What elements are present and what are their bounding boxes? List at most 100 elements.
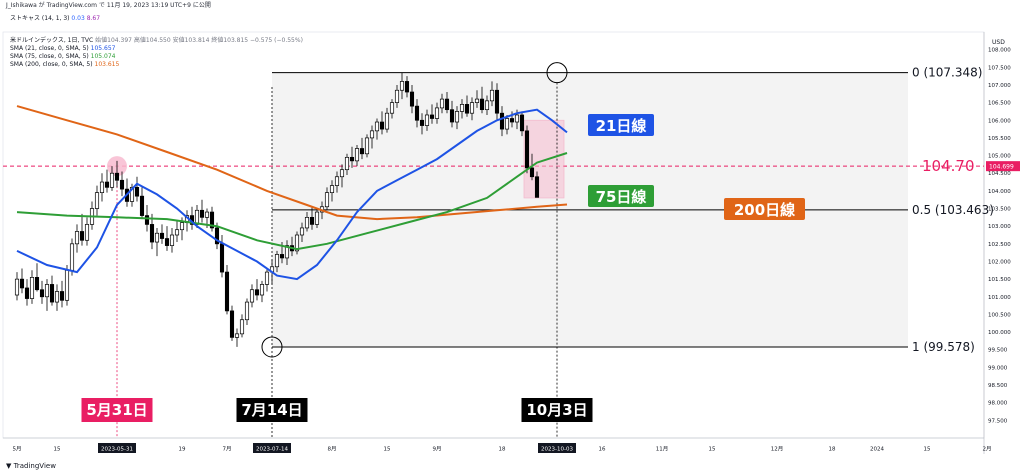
x-tick-label: 2023-10-03 — [541, 447, 573, 453]
resistance-label: 104.70 — [922, 157, 975, 175]
candle-body — [449, 109, 455, 123]
stochastic-d: 8.67 — [86, 15, 101, 22]
candle-body — [274, 254, 280, 268]
candle-body — [469, 102, 475, 114]
publish-caption: J_Ishikawa が TradingView.com で 11月 19, 2… — [6, 2, 211, 9]
candle-body — [409, 91, 415, 107]
pivot-marker — [546, 62, 568, 84]
candle-body — [444, 98, 450, 111]
candle-body — [499, 112, 505, 130]
candle-body — [154, 232, 160, 243]
sma21-legend-value: 105.657 — [90, 45, 116, 52]
x-tick-label: 11月 — [656, 446, 669, 453]
candle-body — [364, 137, 370, 155]
x-tick-label: 15 — [384, 447, 391, 453]
sma75-tag-label: 75日線 — [596, 188, 647, 206]
y-tick-label: 105.500 — [988, 136, 1011, 142]
candle-body — [454, 111, 460, 123]
candle-body — [279, 254, 285, 259]
currency-label: USD — [992, 39, 1005, 46]
y-tick-label: 102.500 — [988, 242, 1011, 248]
y-tick-label: 107.000 — [988, 83, 1011, 89]
y-tick-label: 100.500 — [988, 312, 1011, 318]
candle-body — [509, 118, 515, 123]
candle-body — [179, 222, 185, 231]
sma75-legend[interactable]: SMA (75, close, 0, SMA, 5) 105.074 — [10, 53, 303, 61]
y-tick-label: 99.500 — [988, 348, 1008, 354]
candle-body — [384, 112, 390, 130]
x-tick-label: 7月 — [223, 446, 232, 453]
candle-body — [264, 271, 270, 285]
candle-body — [284, 245, 290, 259]
candle-body — [329, 185, 335, 193]
candle-body — [79, 231, 85, 241]
sma75-legend-label: SMA (75, close, 0, SMA, 5) — [10, 53, 89, 60]
candle-body — [144, 215, 150, 225]
sma200-legend[interactable]: SMA (200, close, 0, SMA, 5) 103.615 — [10, 61, 303, 69]
sma21-legend-label: SMA (21, close, 0, SMA, 5) — [10, 45, 89, 52]
symbol-name[interactable]: 米ドルインデックス, 1日, TVC — [10, 37, 94, 44]
y-tick-label: 104.500 — [988, 171, 1011, 177]
y-tick-label: 106.000 — [988, 118, 1011, 124]
candle-body — [164, 238, 170, 246]
symbol-row: 米ドルインデックス, 1日, TVC 始値104.397 高値104.550 安… — [10, 37, 303, 45]
x-tick-highlight — [98, 443, 136, 453]
candle-body — [474, 98, 480, 103]
y-tick-label: 106.500 — [988, 101, 1011, 107]
sma21-tag-label: 21日線 — [596, 117, 647, 135]
candle-body — [59, 291, 65, 301]
candle-body — [314, 211, 320, 225]
sma200-line — [16, 105, 568, 221]
candle-body — [224, 271, 230, 312]
candle-body — [239, 319, 245, 335]
candle-body — [109, 172, 115, 188]
x-tick-label: 15 — [54, 447, 61, 453]
candle-body — [19, 278, 25, 289]
candle-body — [34, 277, 40, 291]
candle-body — [529, 167, 535, 178]
candle-body — [149, 224, 155, 243]
y-tick-label: 102.000 — [988, 259, 1011, 265]
tradingview-logo[interactable]: ▼ TradingView — [6, 462, 56, 470]
y-tick-label: 105.000 — [988, 154, 1011, 160]
pivot-date-label: 7月14日 — [241, 401, 302, 419]
candle-body — [399, 81, 405, 91]
candle-body — [504, 118, 510, 130]
candle-body — [129, 186, 135, 202]
candle-body — [374, 121, 380, 132]
x-tick-label: 15 — [924, 447, 931, 453]
candle-body — [369, 130, 375, 139]
sma200-tag — [724, 198, 805, 220]
pivot-date-box — [521, 398, 593, 422]
candle-body — [434, 107, 440, 119]
fib-level-label: 0.5 (103.463) — [912, 203, 994, 217]
candle-body — [29, 277, 35, 299]
y-tick-label: 97.500 — [988, 418, 1008, 424]
ohlc-values: 始値104.397 高値104.550 安値103.814 終値103.815 … — [95, 37, 303, 44]
candle-body — [134, 186, 140, 197]
candle-body — [174, 229, 180, 236]
x-tick-label: 19 — [179, 447, 186, 453]
pivot-date-label: 5月31日 — [86, 401, 147, 419]
chart-legend: 米ドルインデックス, 1日, TVC 始値104.397 高値104.550 安… — [10, 37, 303, 69]
candle-body — [414, 105, 420, 121]
candle-body — [94, 192, 100, 209]
candle-body — [479, 98, 485, 111]
x-tick-label: 18 — [499, 447, 506, 453]
candle-body — [519, 114, 525, 132]
candle-body — [534, 176, 540, 198]
x-tick-highlight — [538, 443, 576, 453]
sma200-legend-value: 103.615 — [94, 61, 120, 68]
candle-body — [54, 291, 60, 303]
candle-body — [229, 310, 235, 338]
x-tick-label: 2024 — [870, 447, 884, 453]
stochastic-name: ストキャス (14, 1, 3) — [10, 15, 70, 22]
x-tick-label: 2023-05-31 — [101, 447, 133, 453]
candle-body — [464, 104, 470, 114]
y-tick-label: 101.500 — [988, 277, 1011, 283]
sma21-legend[interactable]: SMA (21, close, 0, SMA, 5) 105.657 — [10, 45, 303, 53]
candle-body — [119, 179, 125, 190]
fib-level-label: 0 (107.348) — [912, 66, 982, 80]
pivot-date-box — [81, 398, 153, 422]
